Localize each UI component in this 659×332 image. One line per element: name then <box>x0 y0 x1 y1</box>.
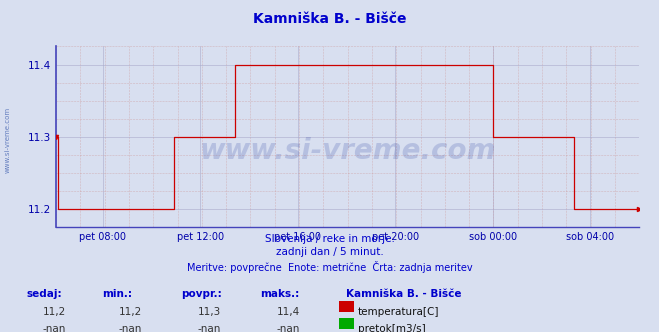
Text: pretok[m3/s]: pretok[m3/s] <box>358 324 426 332</box>
Text: www.si-vreme.com: www.si-vreme.com <box>200 137 496 165</box>
Text: Slovenija / reke in morje.: Slovenija / reke in morje. <box>264 234 395 244</box>
Text: maks.:: maks.: <box>260 289 300 299</box>
Text: min.:: min.: <box>102 289 132 299</box>
Text: -nan: -nan <box>277 324 300 332</box>
Text: -nan: -nan <box>43 324 66 332</box>
Text: 11,2: 11,2 <box>119 307 142 317</box>
Text: zadnji dan / 5 minut.: zadnji dan / 5 minut. <box>275 247 384 257</box>
Text: -nan: -nan <box>119 324 142 332</box>
Text: Kamniška B. - Bišče: Kamniška B. - Bišče <box>253 12 406 26</box>
Text: 11,2: 11,2 <box>43 307 66 317</box>
Text: Kamniška B. - Bišče: Kamniška B. - Bišče <box>346 289 461 299</box>
Text: -nan: -nan <box>198 324 221 332</box>
Text: temperatura[C]: temperatura[C] <box>358 307 440 317</box>
Text: Meritve: povprečne  Enote: metrične  Črta: zadnja meritev: Meritve: povprečne Enote: metrične Črta:… <box>186 261 473 273</box>
Text: 11,4: 11,4 <box>277 307 300 317</box>
Text: povpr.:: povpr.: <box>181 289 222 299</box>
Text: sedaj:: sedaj: <box>26 289 62 299</box>
Text: www.si-vreme.com: www.si-vreme.com <box>5 106 11 173</box>
Text: 11,3: 11,3 <box>198 307 221 317</box>
